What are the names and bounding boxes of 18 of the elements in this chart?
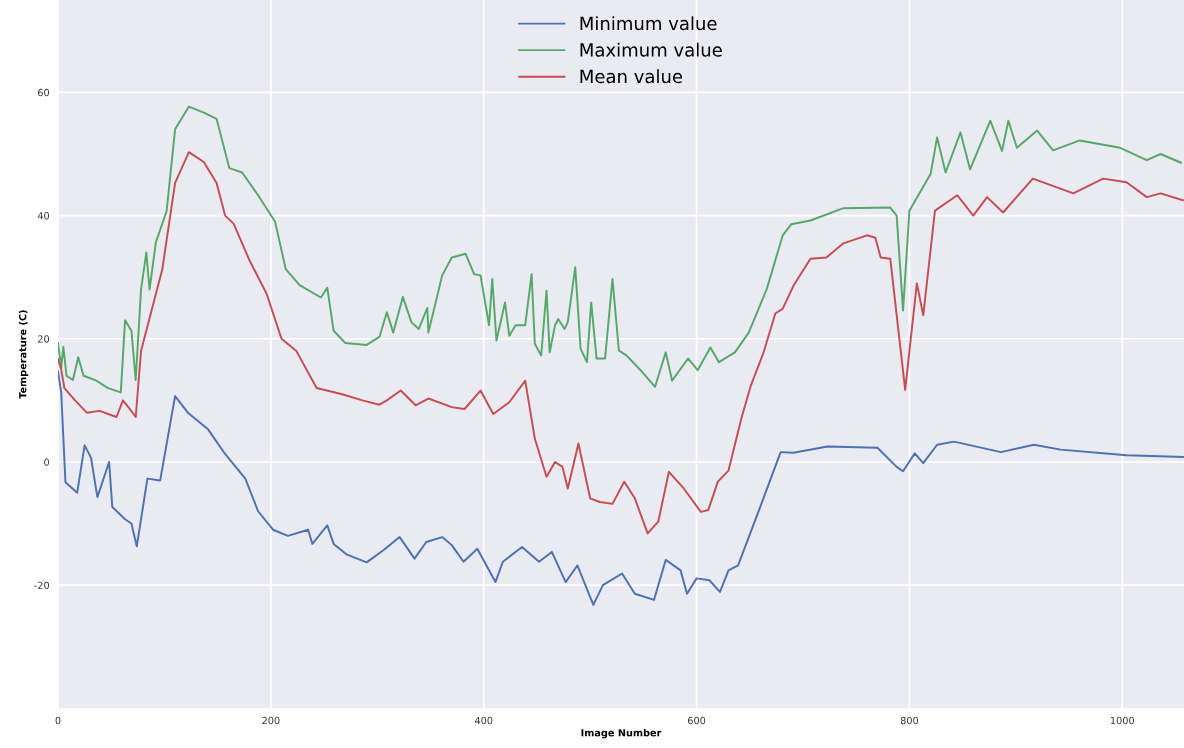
line-series	[58, 151, 1184, 535]
y-tick-label: 60	[37, 88, 50, 97]
x-tick-label: 400	[474, 716, 493, 725]
x-tick-label: 0	[55, 716, 61, 725]
y-axis-title: Temperature (C)	[18, 310, 29, 399]
y-tick-label: 40	[37, 212, 50, 220]
y-tick-label: -20	[34, 581, 50, 589]
y-tick-label: 0	[44, 458, 50, 466]
x-tick-label: 800	[900, 716, 919, 725]
x-axis-title: Image Number	[581, 728, 662, 739]
y-tick-label: 20	[38, 335, 50, 343]
legend-label: Minimum value	[580, 16, 717, 31]
x-tick-label: 600	[687, 716, 706, 725]
x-tick-label: 200	[262, 716, 280, 725]
legend-label: Mean value	[580, 69, 683, 84]
line-series	[58, 105, 1182, 394]
legend-label: Maximum value	[580, 42, 722, 57]
x-tick-label: 1000	[1110, 716, 1134, 725]
